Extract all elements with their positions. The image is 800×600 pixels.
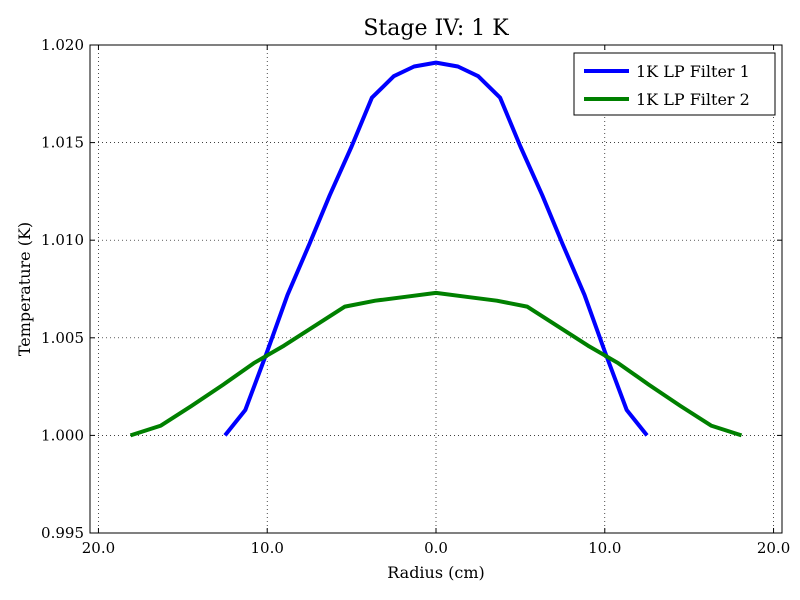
tick-layer: 20.0 10.0 0.0 10.0 20.00.9951.0001.0051.0101… (41, 36, 790, 557)
legend: 1K LP Filter 1 1K LP Filter 2 (573, 52, 776, 116)
x-tick-label: 10.0 (588, 539, 621, 557)
y-tick-label: 1.005 (41, 329, 84, 347)
x-tick-label: 10.0 (251, 539, 284, 557)
x-axis-label: Radius (cm) (387, 563, 485, 582)
x-tick-label: 0.0 (424, 539, 448, 557)
legend-box (573, 52, 776, 116)
series-line-2 (129, 290, 743, 438)
x-tick-label: 20.0 (82, 539, 115, 557)
chart-title: Stage IV: 1 K (363, 16, 509, 41)
series-layer (129, 60, 743, 438)
y-tick-label: 1.010 (41, 231, 84, 249)
series-line-1 (223, 60, 649, 437)
legend-label-2: 1K LP Filter 2 (636, 90, 750, 109)
y-tick-label: 1.020 (41, 36, 84, 54)
y-tick-label: 1.015 (41, 134, 84, 152)
y-tick-label: 0.995 (41, 524, 84, 542)
legend-label-1: 1K LP Filter 1 (636, 62, 750, 81)
x-tick-label: 20.0 (757, 539, 790, 557)
y-tick-label: 1.000 (41, 426, 84, 444)
y-axis-label: Temperature (K) (15, 222, 34, 356)
